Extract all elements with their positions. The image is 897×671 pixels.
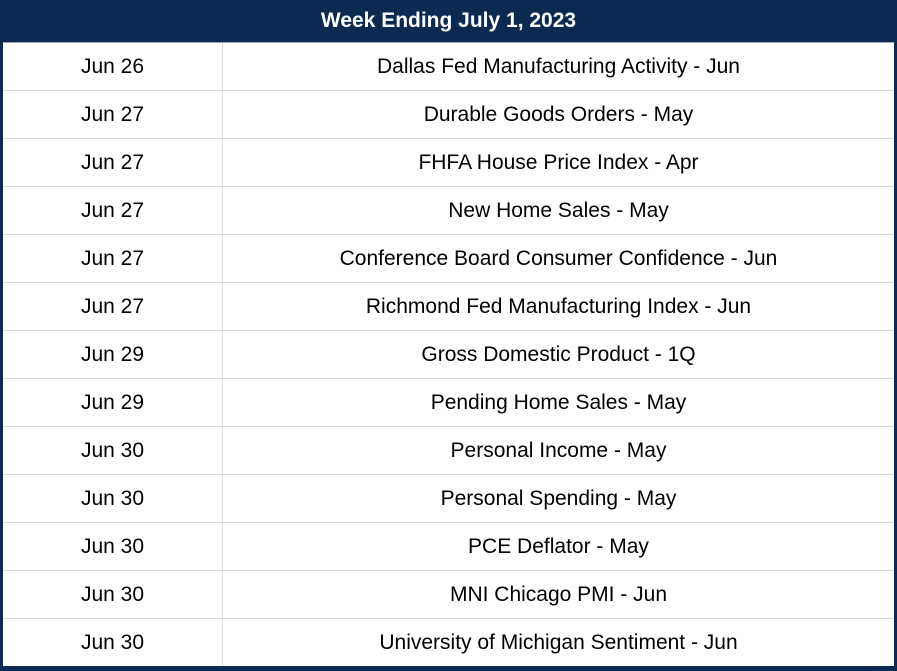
table-row: Jun 29 Pending Home Sales - May [3,379,894,427]
date-cell: Jun 29 [80,390,145,414]
date-cell: Jun 26 [80,54,145,78]
event-cell: Durable Goods Orders - May [423,102,694,126]
column-divider [222,331,223,378]
table-row: Jun 30 PCE Deflator - May [3,523,894,571]
date-cell: Jun 30 [80,534,145,558]
table-row: Jun 27 New Home Sales - May [3,187,894,235]
event-cell: Pending Home Sales - May [430,390,687,414]
table-row: Jun 29 Gross Domestic Product - 1Q [3,331,894,379]
column-divider [222,43,223,90]
table-row: Jun 30 Personal Income - May [3,427,894,475]
column-divider [222,187,223,234]
date-cell: Jun 30 [80,438,145,462]
table-row: Jun 27 Richmond Fed Manufacturing Index … [3,283,894,331]
date-cell: Jun 29 [80,342,145,366]
event-cell: New Home Sales - May [448,198,669,222]
event-cell: Dallas Fed Manufacturing Activity - Jun [377,54,740,78]
event-cell: Conference Board Consumer Confidence - J… [339,246,778,270]
table-title-bar: Week Ending July 1, 2023 [3,0,894,43]
column-divider [222,475,223,522]
column-divider [222,619,223,666]
date-cell: Jun 27 [80,198,145,222]
event-cell: University of Michigan Sentiment - Jun [379,630,738,654]
event-cell: Personal Spending - May [440,486,677,510]
event-cell: FHFA House Price Index - Apr [418,150,699,174]
column-divider [222,523,223,570]
column-divider [222,235,223,282]
table-title: Week Ending July 1, 2023 [320,9,577,32]
date-cell: Jun 27 [80,102,145,126]
table-row: Jun 30 MNI Chicago PMI - Jun [3,571,894,619]
table-row: Jun 27 Conference Board Consumer Confide… [3,235,894,283]
table-row: Jun 30 Personal Spending - May [3,475,894,523]
date-cell: Jun 30 [80,630,145,654]
table-body: Jun 26 Dallas Fed Manufacturing Activity… [3,43,894,666]
table-row: Jun 27 Durable Goods Orders - May [3,91,894,139]
column-divider [222,283,223,330]
table-row: Jun 26 Dallas Fed Manufacturing Activity… [3,43,894,91]
event-cell: PCE Deflator - May [468,534,649,558]
column-divider [222,571,223,618]
date-cell: Jun 30 [80,486,145,510]
table-row: Jun 27 FHFA House Price Index - Apr [3,139,894,187]
column-divider [222,379,223,426]
column-divider [222,139,223,186]
event-cell: Gross Domestic Product - 1Q [421,342,696,366]
date-cell: Jun 27 [80,246,145,270]
date-cell: Jun 30 [80,582,145,606]
date-cell: Jun 27 [80,150,145,174]
table-row: Jun 30 University of Michigan Sentiment … [3,619,894,666]
column-divider [222,91,223,138]
date-cell: Jun 27 [80,294,145,318]
event-cell: MNI Chicago PMI - Jun [449,582,668,606]
column-divider [222,427,223,474]
event-cell: Personal Income - May [450,438,667,462]
event-cell: Richmond Fed Manufacturing Index - Jun [365,294,752,318]
